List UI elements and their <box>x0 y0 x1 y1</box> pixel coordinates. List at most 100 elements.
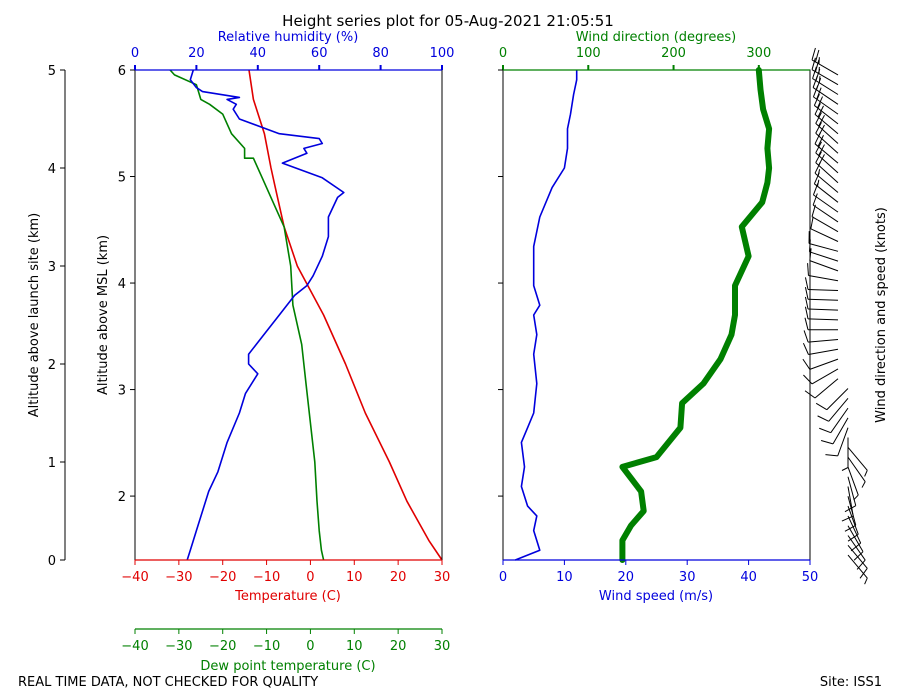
wind-barb <box>803 368 839 385</box>
wind-barb-staff <box>808 318 839 321</box>
wind-barb-flag <box>818 154 825 166</box>
wind-frame <box>502 69 811 561</box>
wind-barb-staff <box>847 525 864 552</box>
wind-barb-staff <box>808 288 839 291</box>
wind-barb-staff <box>808 298 839 301</box>
wind-barb-flag <box>802 358 811 370</box>
wind-barb-flag <box>812 66 817 79</box>
wind-barb-staff <box>812 78 839 95</box>
msl-altitude-tick-label: 5 <box>118 171 126 186</box>
wind-barb-staff <box>810 228 839 242</box>
wind-barb <box>847 515 862 552</box>
wind-barb-flag <box>803 374 813 385</box>
temperature-tick-label: −40 <box>121 570 148 585</box>
humidity-line <box>186 69 345 561</box>
wind-barb-staff <box>811 368 839 385</box>
wind-barb <box>820 417 849 445</box>
wind-barb-flag <box>864 470 868 477</box>
wind-speed-line <box>515 70 578 561</box>
wind-barb-flag <box>812 193 818 206</box>
wind-barb-staff <box>847 446 868 471</box>
wind-barb <box>804 277 839 291</box>
wind-barb <box>803 330 839 343</box>
wind-barb-flag <box>859 567 868 579</box>
wind-barb-staff <box>847 476 857 506</box>
wind-barb <box>814 161 839 193</box>
wind-barb-flag <box>818 114 825 127</box>
wind-barb-staff <box>828 397 849 422</box>
outer-altitude-tick-label: 5 <box>48 64 56 79</box>
humidity-tick-label: 80 <box>372 46 389 61</box>
temperature-tick-label: −10 <box>253 570 280 585</box>
outer-altitude-tick-label: 3 <box>48 260 56 275</box>
wind-speed-axis-label: Wind speed (m/s) <box>599 589 713 604</box>
dewpoint-tick-label: 0 <box>306 639 314 654</box>
wind-axes: 0 10 20 30 40 50 0 100 200 300 <box>498 46 818 585</box>
dewpoint-tick-label: 20 <box>390 639 407 654</box>
wind-barb-flag <box>815 151 822 163</box>
wind-barb <box>802 343 839 356</box>
wind-barb <box>807 263 839 282</box>
humidity-axis-label: Relative humidity (%) <box>218 30 359 45</box>
wind-barb-flag <box>844 524 857 532</box>
wind-speed-tick-label: 40 <box>740 570 757 585</box>
wind-barb-staff <box>847 466 859 496</box>
wind-barb <box>847 456 866 488</box>
figure-title: Height series plot for 05-Aug-2021 21:05… <box>282 12 614 30</box>
wind-barb-flag <box>819 427 831 434</box>
wind-barb <box>804 306 839 321</box>
wind-speed-tick-label: 0 <box>499 570 507 585</box>
wind-panel: 0 10 20 30 40 50 0 100 200 300 Wind speed (m/s) W… <box>498 30 889 604</box>
wind-barb-flag <box>853 494 859 501</box>
wind-barb-flag <box>811 57 816 70</box>
wind-barb-staff <box>814 378 839 399</box>
wind-barb <box>812 193 839 223</box>
wind-barb-flag <box>804 296 809 310</box>
wind-barb-staff <box>815 152 839 174</box>
wind-barb-staff <box>815 132 839 154</box>
wind-barb-staff <box>813 96 839 115</box>
wind-barb <box>804 378 839 399</box>
wind-barb-flag <box>864 577 868 585</box>
wind-barb-staff <box>809 251 839 262</box>
wind-barb-staff <box>809 260 839 272</box>
temperature-tick-label: 0 <box>306 570 314 585</box>
wind-barb-staff <box>811 69 839 86</box>
wind-barb-flag <box>803 330 809 343</box>
wind-barb-flag <box>818 124 825 137</box>
temperature-tick-label: 10 <box>346 570 363 585</box>
wind-barb-staff <box>815 162 839 184</box>
wind-barb <box>844 476 857 513</box>
outer-altitude-label: Altitude above launch site (km) <box>27 213 42 417</box>
wind-barb-flag <box>804 277 809 290</box>
wind-barb-staff <box>808 308 839 311</box>
humidity-tick-label: 100 <box>430 46 455 61</box>
wind-barb <box>817 397 849 422</box>
wind-barb <box>847 544 868 579</box>
wind-barb-flag <box>818 76 821 83</box>
wind-barb-staff <box>826 388 849 411</box>
wind-barb-flag <box>818 144 825 156</box>
thermo-panel: 0 1 2 3 4 5 2 3 4 5 6 −40 −30 −20 −10 0 10 20 30 −40 −30 −20 −… <box>27 30 454 674</box>
wind-barb <box>802 358 839 370</box>
wind-direction-tick-label: 300 <box>746 46 771 61</box>
temperature-tick-label: 20 <box>390 570 407 585</box>
wind-barb-flag <box>804 306 809 319</box>
wind-barb-flag <box>825 454 838 457</box>
wind-barb-flag <box>861 481 866 488</box>
dewpoint-tick-label: 10 <box>346 639 363 654</box>
wind-barb-flag <box>841 515 854 522</box>
wind-barb-staff <box>847 456 866 482</box>
wind-barb-flag <box>850 542 861 552</box>
wind-barb <box>804 296 839 311</box>
wind-barb-flag <box>802 343 809 355</box>
wind-barb-flag <box>844 505 857 513</box>
wind-barb-flag <box>856 559 866 570</box>
wind-direction-tick-label: 0 <box>499 46 507 61</box>
outer-altitude-tick-label: 0 <box>48 554 56 569</box>
outer-altitude-tick-label: 2 <box>48 358 56 373</box>
wind-barb <box>804 317 838 331</box>
wind-barb-flag <box>811 47 816 61</box>
wind-barbs <box>802 47 868 585</box>
wind-barb <box>810 216 839 242</box>
